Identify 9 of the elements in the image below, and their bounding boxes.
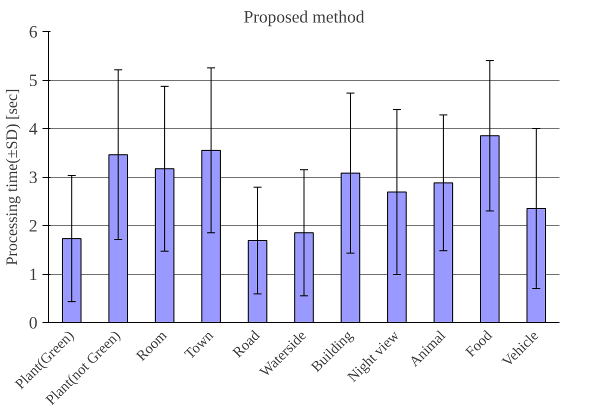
y-tick-label: 1 xyxy=(28,265,38,284)
y-tick-label: 2 xyxy=(28,216,38,236)
y-tick-label: 4 xyxy=(28,120,38,138)
y-tick-label: 6 xyxy=(28,22,38,42)
y-tick-label: 3 xyxy=(28,168,38,187)
y-tick-label: 5 xyxy=(28,71,38,90)
y-axis-title: Processing time(±SD) [sec] xyxy=(4,88,21,266)
chart-title: Proposed method xyxy=(244,8,365,26)
y-tick-label: 0 xyxy=(28,314,38,332)
